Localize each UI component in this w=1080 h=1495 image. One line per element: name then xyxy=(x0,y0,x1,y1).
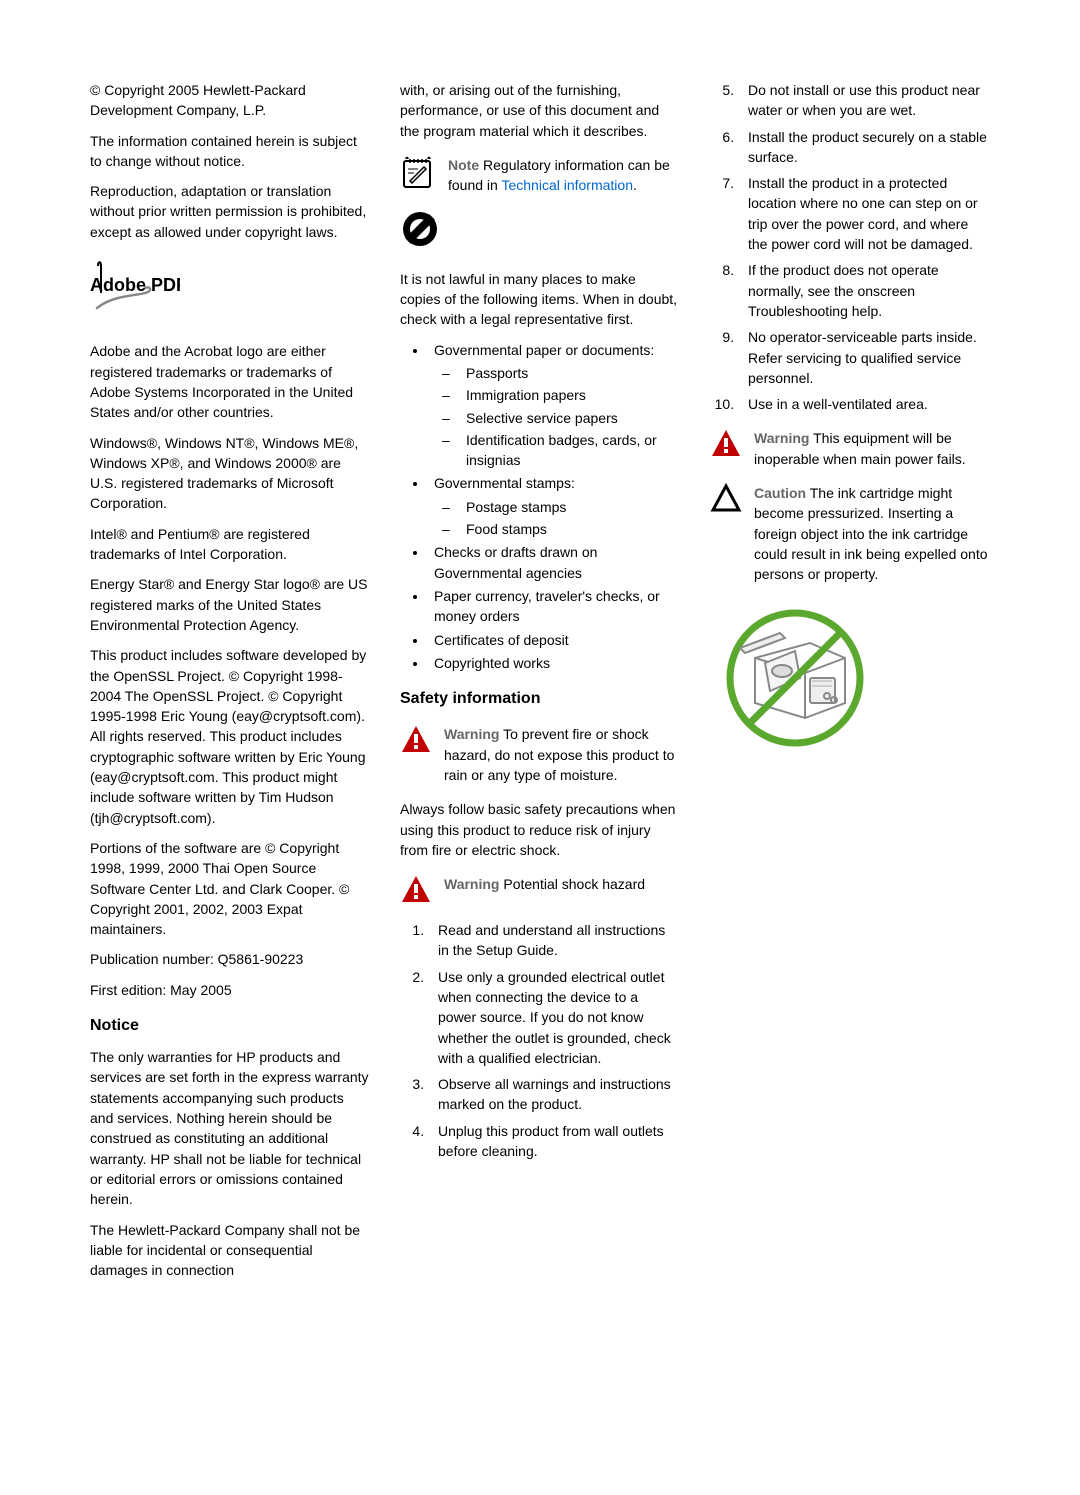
technical-info-link[interactable]: Technical information xyxy=(501,177,633,193)
warranty-notice: The only warranties for HP products and … xyxy=(90,1047,370,1209)
safety-heading: Safety information xyxy=(400,687,680,710)
column-1: © Copyright 2005 Hewlett-Packard Develop… xyxy=(90,80,370,1290)
printer-cartridge-image xyxy=(710,603,990,758)
list-item: If the product does not operate normally… xyxy=(738,260,990,321)
list-item: Unplug this product from wall outlets be… xyxy=(428,1121,680,1162)
first-edition: First edition: May 2005 xyxy=(90,980,370,1000)
list-item: Observe all warnings and instructions ma… xyxy=(428,1074,680,1115)
caution-label: Caution xyxy=(754,485,806,501)
prohibition-icon xyxy=(400,209,680,254)
list-item: Immigration papers xyxy=(458,385,680,405)
warning-body: Warning Potential shock hazard xyxy=(444,874,680,894)
list-item: Certificates of deposit xyxy=(428,630,680,650)
warning-body: Warning To prevent fire or shock hazard,… xyxy=(444,724,680,785)
warning-text: Potential shock hazard xyxy=(503,876,645,892)
caution-callout: Caution The ink cartridge might become p… xyxy=(710,483,990,584)
list-item: Install the product in a protected locat… xyxy=(738,173,990,254)
list-item: Governmental stamps: Postage stamps Food… xyxy=(428,473,680,539)
openssl-notice: This product includes software developed… xyxy=(90,645,370,828)
liability-continued: with, or arising out of the furnishing, … xyxy=(400,80,680,141)
unlawful-copy-intro: It is not lawful in many places to make … xyxy=(400,269,680,330)
note-body: Note Regulatory information can be found… xyxy=(448,155,680,196)
note-label: Note xyxy=(448,157,479,173)
list-item: No operator-serviceable parts inside. Re… xyxy=(738,327,990,388)
notice-heading: Notice xyxy=(90,1014,370,1037)
warning-callout-1: Warning To prevent fire or shock hazard,… xyxy=(400,724,680,785)
energy-star-trademark: Energy Star® and Energy Star logo® are U… xyxy=(90,574,370,635)
windows-trademark: Windows®, Windows NT®, Windows ME®, Wind… xyxy=(90,433,370,514)
list-item: Selective service papers xyxy=(458,408,680,428)
warning-icon xyxy=(710,428,742,460)
warning-label: Warning xyxy=(444,876,499,892)
note-text-after: . xyxy=(633,177,637,193)
warning-icon xyxy=(400,724,432,756)
list-item: Passports xyxy=(458,363,680,383)
publication-number: Publication number: Q5861-90223 xyxy=(90,949,370,969)
column-3: Do not install or use this product near … xyxy=(710,80,990,1290)
caution-icon xyxy=(710,483,742,515)
list-item: Postage stamps xyxy=(458,497,680,517)
reproduction-notice: Reproduction, adaptation or translation … xyxy=(90,181,370,242)
warning-body: Warning This equipment will be inoperabl… xyxy=(754,428,990,469)
list-item: Use only a grounded electrical outlet wh… xyxy=(428,967,680,1068)
list-item: Checks or drafts drawn on Governmental a… xyxy=(428,542,680,583)
note-icon xyxy=(400,155,436,191)
caution-body: Caution The ink cartridge might become p… xyxy=(754,483,990,584)
warning-callout-2: Warning Potential shock hazard xyxy=(400,874,680,906)
list-item: Identification badges, cards, or insigni… xyxy=(458,430,680,471)
gov-paper-label: Governmental paper or documents: xyxy=(434,342,654,358)
list-item: Install the product securely on a stable… xyxy=(738,127,990,168)
list-item: Paper currency, traveler's checks, or mo… xyxy=(428,586,680,627)
safety-precautions-intro: Always follow basic safety precautions w… xyxy=(400,799,680,860)
svg-text:Adobe PDF: Adobe PDF xyxy=(90,275,180,295)
info-change-notice: The information contained herein is subj… xyxy=(90,131,370,172)
intel-trademark: Intel® and Pentium® are registered trade… xyxy=(90,524,370,565)
note-callout: Note Regulatory information can be found… xyxy=(400,155,680,196)
list-item: Do not install or use this product near … xyxy=(738,80,990,121)
copyright-line: © Copyright 2005 Hewlett-Packard Develop… xyxy=(90,80,370,121)
unlawful-list: Governmental paper or documents: Passpor… xyxy=(400,340,680,673)
list-item: Read and understand all instructions in … xyxy=(428,920,680,961)
warning-label: Warning xyxy=(754,430,809,446)
list-item: Food stamps xyxy=(458,519,680,539)
gov-stamps-label: Governmental stamps: xyxy=(434,475,575,491)
adobe-trademark: Adobe and the Acrobat logo are either re… xyxy=(90,341,370,422)
warning-callout-3: Warning This equipment will be inoperabl… xyxy=(710,428,990,469)
warning-icon xyxy=(400,874,432,906)
thai-expat-notice: Portions of the software are © Copyright… xyxy=(90,838,370,939)
list-item: Copyrighted works xyxy=(428,653,680,673)
adobe-pdf-logo: Adobe PDF xyxy=(90,258,370,323)
list-item: Use in a well-ventilated area. xyxy=(738,394,990,414)
safety-steps: Read and understand all instructions in … xyxy=(400,920,680,1161)
warning-label: Warning xyxy=(444,726,499,742)
liability-notice: The Hewlett-Packard Company shall not be… xyxy=(90,1220,370,1281)
column-2: with, or arising out of the furnishing, … xyxy=(400,80,680,1290)
page-columns: © Copyright 2005 Hewlett-Packard Develop… xyxy=(90,80,990,1290)
safety-steps-continued: Do not install or use this product near … xyxy=(710,80,990,414)
list-item: Governmental paper or documents: Passpor… xyxy=(428,340,680,471)
